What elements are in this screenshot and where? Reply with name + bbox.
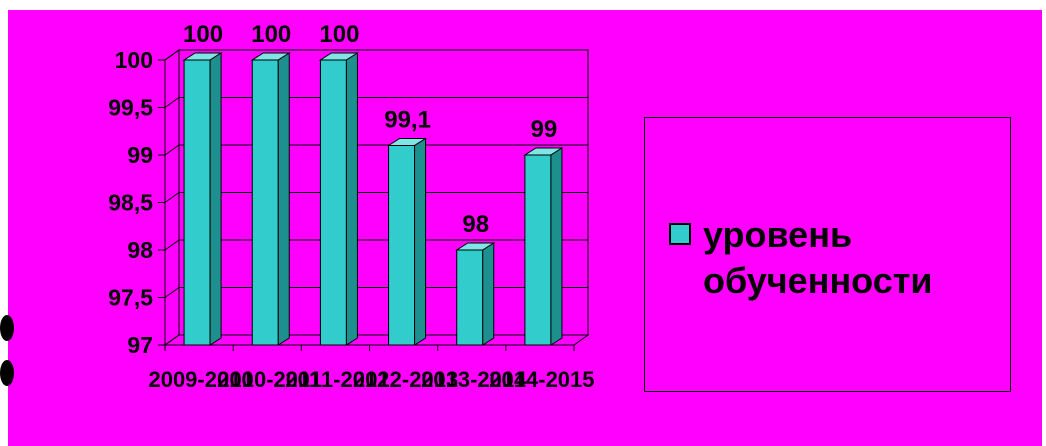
- chart-area: 97 97,5 98 98,5 99 99,5 100 100 2009-2010 100 2010…: [0, 10, 1042, 446]
- bar-side: [277, 52, 290, 346]
- bar-side: [345, 52, 358, 346]
- y-tick-label: 97: [127, 332, 153, 358]
- data-label: 99: [531, 116, 558, 143]
- partial-glyph-left-1: [0, 315, 14, 341]
- bar: [319, 59, 347, 346]
- y-tick-label: 99: [127, 142, 153, 168]
- bar-side: [209, 52, 222, 346]
- data-label: 100: [251, 21, 291, 48]
- bar: [251, 59, 279, 346]
- legend-label-line1: уровень: [703, 214, 853, 255]
- legend: уровень обученности: [644, 117, 1011, 392]
- y-tick-label: 98: [127, 237, 153, 263]
- legend-label-line2: обученности: [703, 260, 933, 301]
- partial-glyph-left-2: [0, 360, 14, 386]
- chart-plot: 97 97,5 98 98,5 99 99,5 100 100 2009-2010 100 2010…: [108, 21, 594, 392]
- bar: [456, 249, 484, 346]
- legend-label: уровень обученности: [703, 212, 1003, 304]
- bar-side: [550, 147, 563, 346]
- y-tick-label: 99,5: [108, 95, 153, 121]
- bar: [524, 154, 552, 346]
- x-tick-label: 2010-2011: [217, 367, 321, 392]
- gridline: [164, 144, 588, 156]
- data-label: 98: [462, 211, 489, 238]
- bar: [183, 59, 211, 346]
- x-tick-label: 2012-2013: [353, 367, 458, 392]
- x-tick-label: 2013-2014: [421, 367, 527, 392]
- gridline: [164, 49, 588, 61]
- gridline: [164, 334, 588, 346]
- gridline: [164, 192, 588, 203]
- data-label: 100: [183, 21, 223, 48]
- x-tick-label: 2011-2012: [285, 367, 389, 392]
- gridline: [164, 287, 588, 298]
- y-tick-label: 98,5: [108, 190, 153, 216]
- gridline: [164, 97, 588, 108]
- data-label: 99,1: [384, 107, 431, 134]
- gridline: [164, 239, 588, 251]
- bar-side: [414, 137, 427, 346]
- bar: [388, 145, 416, 346]
- y-tick-label: 100: [115, 47, 153, 73]
- data-label: 100: [319, 21, 359, 48]
- y-tick-label: 97,5: [108, 285, 153, 311]
- legend-swatch: [669, 223, 691, 245]
- bar-side: [482, 242, 495, 346]
- x-tick-label: 2009-2010: [148, 367, 253, 392]
- x-tick-label: 2014-2015: [489, 367, 594, 392]
